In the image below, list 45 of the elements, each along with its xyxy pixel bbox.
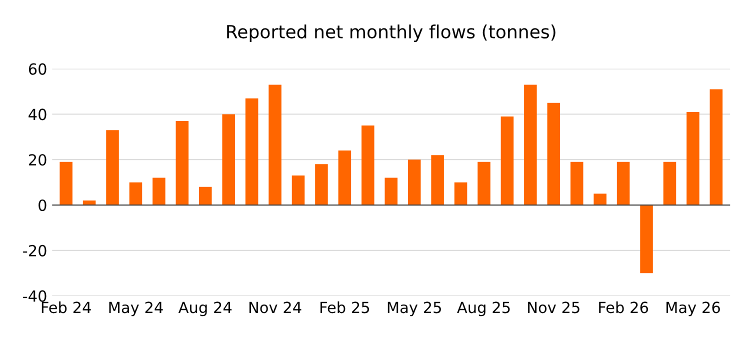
x-tick-label: Feb 24: [42, 301, 91, 314]
bar: [176, 121, 189, 206]
bar: [199, 186, 212, 206]
x-tick-label: May 24: [109, 302, 163, 316]
bar: [129, 182, 142, 206]
bar: [338, 150, 352, 206]
x-tick-label: May 26: [666, 302, 720, 316]
bar: [686, 112, 700, 206]
x-tick-label: May 25: [388, 302, 441, 316]
y-tick-label: 40: [28, 108, 46, 120]
bar: [222, 114, 235, 206]
y-tick-label: -20: [23, 244, 46, 256]
bar: [640, 205, 653, 274]
bar: [570, 162, 584, 206]
bar: [152, 178, 166, 206]
x-tick-label: Nov 24: [249, 302, 302, 314]
chart-title: Reported net monthly flows (tonnes): [227, 24, 556, 42]
bar: [524, 84, 537, 206]
bar: [710, 89, 723, 206]
y-tick-label: 20: [28, 154, 46, 166]
y-tick-label: -40: [23, 290, 46, 302]
x-tick-label: Feb 26: [599, 301, 648, 314]
bar: [663, 162, 676, 206]
x-tick-label: Nov 25: [528, 302, 580, 314]
bar: [245, 98, 258, 206]
bar: [547, 102, 560, 206]
bar: [431, 155, 444, 206]
bar: [500, 116, 514, 206]
bar: [478, 162, 490, 206]
bar: [315, 164, 328, 206]
y-tick-label: 0: [38, 199, 46, 212]
bar: [408, 160, 421, 206]
x-tick-label: Aug 24: [178, 302, 232, 316]
bar: [384, 178, 398, 206]
y-tick-label: 60: [28, 63, 46, 75]
bar: [292, 176, 305, 206]
bar: [594, 194, 606, 206]
bar: [106, 130, 119, 206]
bar: [454, 182, 468, 206]
bar: [362, 126, 374, 206]
bar: [268, 84, 282, 206]
x-tick-label: Feb 25: [320, 301, 370, 314]
bar: [60, 162, 72, 206]
x-tick-label: Aug 25: [457, 302, 510, 316]
bar: [616, 162, 630, 206]
